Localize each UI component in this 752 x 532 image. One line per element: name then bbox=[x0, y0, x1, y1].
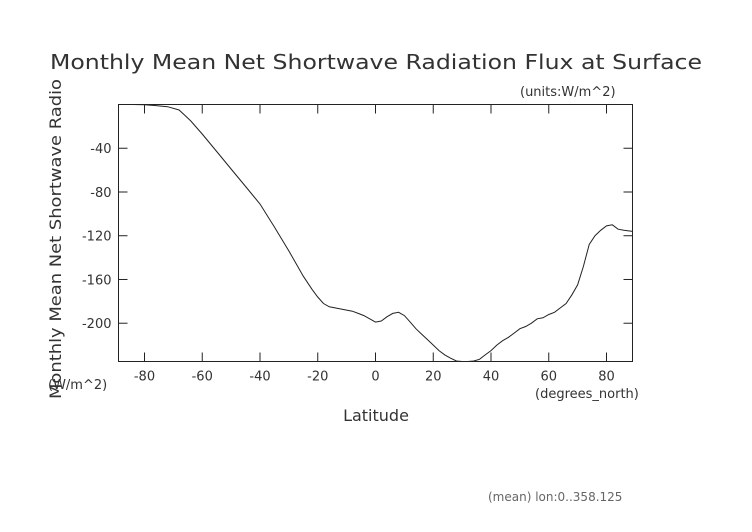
x-tick-label: 40 bbox=[483, 370, 500, 385]
x-axis-ticks: -80 -60 -40 -20 0 20 40 60 80 bbox=[134, 104, 615, 385]
x-tick-label: -20 bbox=[307, 370, 328, 385]
y-axis-label: Monthly Mean Net Shortwave Radio bbox=[46, 79, 65, 399]
units-note: (units:W/m^2) bbox=[520, 85, 616, 100]
y-axis-ticks: -40 -80 -120 -160 -200 bbox=[82, 142, 633, 332]
plot-frame bbox=[118, 104, 633, 362]
x-tick-label: 0 bbox=[371, 370, 379, 385]
y-tick-label: -40 bbox=[90, 142, 111, 157]
x-tick-label: -60 bbox=[192, 370, 213, 385]
x-axis-label: Latitude bbox=[343, 406, 409, 425]
y-tick-label: -160 bbox=[82, 273, 112, 288]
y-tick-label: -120 bbox=[82, 230, 112, 245]
footnote: (mean) lon:0..358.125 bbox=[488, 490, 622, 504]
x-tick-label: 80 bbox=[598, 370, 615, 385]
chart-title: Monthly Mean Net Shortwave Radiation Flu… bbox=[50, 50, 702, 74]
y-tick-label: -200 bbox=[82, 317, 112, 332]
x-tick-label: 20 bbox=[425, 370, 442, 385]
x-tick-label: 60 bbox=[540, 370, 557, 385]
y-tick-label: -80 bbox=[90, 186, 111, 201]
x-tick-label: -80 bbox=[134, 370, 155, 385]
x-tick-label: -40 bbox=[249, 370, 270, 385]
x-axis-units: (degrees_north) bbox=[535, 387, 639, 402]
series-line bbox=[118, 104, 633, 362]
y-axis-units: (W/m^2) bbox=[48, 378, 107, 393]
